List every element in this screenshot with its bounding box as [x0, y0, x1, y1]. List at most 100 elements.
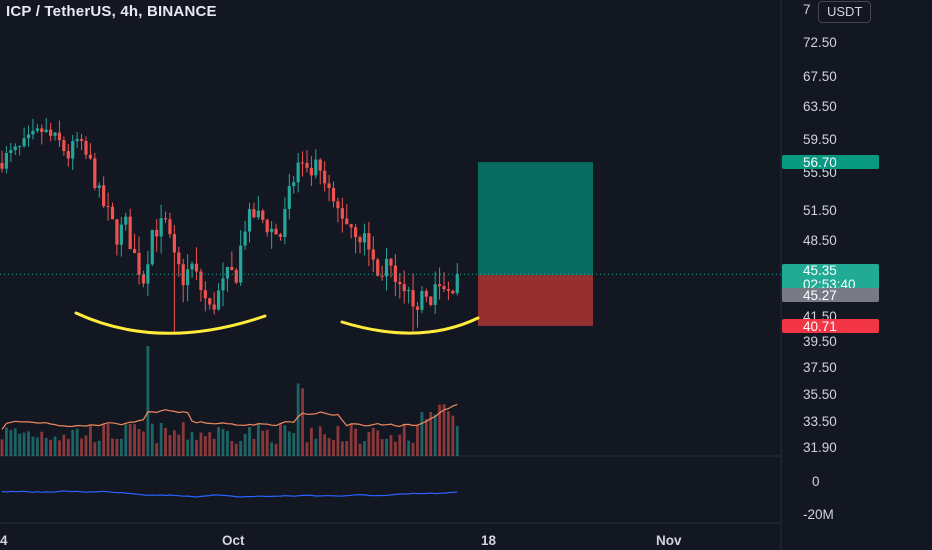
- candle-body: [234, 269, 238, 283]
- candle-body: [22, 138, 26, 147]
- candle-body: [71, 141, 75, 159]
- price-axis-label: 72.50: [803, 35, 837, 50]
- volume-bar: [221, 429, 225, 456]
- volume-bar: [265, 429, 269, 456]
- candle-body: [62, 140, 66, 152]
- candle-body: [190, 263, 194, 270]
- volume-bar: [358, 443, 362, 456]
- volume-bar: [84, 435, 88, 456]
- volume-bar: [239, 441, 243, 456]
- volume-bar: [190, 431, 194, 456]
- price-axis-label: 67.50: [803, 69, 837, 84]
- volume-bar: [186, 439, 190, 456]
- candle-body: [93, 158, 97, 188]
- profit-zone: [478, 162, 593, 276]
- price-axis-label: 63.50: [803, 99, 837, 114]
- volume-bar: [9, 430, 13, 456]
- volume-bar: [40, 431, 44, 456]
- candle-body: [119, 224, 123, 245]
- candle-body: [79, 139, 84, 141]
- volume-bar: [58, 440, 61, 456]
- volume-bar: [71, 430, 75, 456]
- volume-bar: [367, 431, 371, 456]
- candle-body: [252, 209, 256, 218]
- candle-body: [376, 259, 380, 276]
- volume-bar: [389, 435, 393, 456]
- volume-bar: [159, 423, 163, 456]
- price-axis-label-partial: 7: [803, 2, 811, 17]
- volume-bar: [424, 419, 428, 456]
- volume-bar: [327, 438, 331, 456]
- volume-bar: [336, 425, 340, 456]
- currency-button[interactable]: USDT: [818, 1, 872, 23]
- volume-bar: [97, 440, 101, 456]
- candle-body: [305, 162, 309, 168]
- candle-body: [442, 286, 446, 290]
- volume-bar: [44, 437, 48, 456]
- volume-bar: [411, 442, 415, 456]
- candle-body: [402, 284, 406, 291]
- volume-bar: [416, 424, 419, 456]
- candle-body: [230, 267, 234, 270]
- candle-body: [133, 249, 137, 254]
- volume-bar: [181, 422, 185, 456]
- candle-body: [318, 159, 322, 171]
- volume-bar: [150, 423, 154, 456]
- volume-bar: [62, 434, 66, 456]
- volume-bar: [199, 432, 203, 456]
- last-price-tag-text: 45.35: [803, 263, 837, 278]
- candle-body: [309, 167, 313, 176]
- volume-bar: [283, 425, 287, 456]
- volume-bar: [261, 430, 265, 456]
- time-axis-label: 4: [0, 533, 8, 548]
- candle-body: [300, 162, 305, 164]
- loss-zone: [478, 275, 593, 326]
- volume-bar: [177, 434, 181, 456]
- candle-body: [110, 206, 115, 220]
- indicator-axis-label: 0: [812, 474, 820, 489]
- indicator-panel: [1, 490, 458, 498]
- candle-body: [186, 269, 190, 286]
- price-axis-label: 33.50: [803, 414, 837, 429]
- volume-bar: [31, 436, 35, 456]
- candle-body: [31, 130, 35, 135]
- candle-body: [429, 296, 433, 305]
- volume-bar: [111, 438, 114, 456]
- candle-body: [137, 253, 141, 275]
- candle-body: [208, 298, 212, 305]
- volume-bar: [420, 411, 424, 456]
- candle-body: [163, 218, 168, 220]
- volume-bar: [385, 438, 388, 456]
- candle-body: [451, 290, 455, 294]
- candle-body: [212, 304, 216, 310]
- volume-bar: [80, 438, 83, 456]
- volume-bar: [354, 428, 357, 456]
- candle-body: [44, 129, 48, 133]
- candle-body: [331, 187, 336, 202]
- price-axis-label: 39.50: [803, 334, 837, 349]
- volume-bar: [243, 433, 247, 456]
- volume-bar: [270, 442, 274, 456]
- volume-bar: [340, 441, 344, 456]
- candle-body: [216, 290, 221, 310]
- volume-bar: [146, 346, 150, 456]
- volume-bar: [248, 426, 251, 456]
- volume-bar: [332, 439, 335, 456]
- price-axis-label: 48.50: [803, 233, 837, 248]
- candle-body: [75, 139, 79, 142]
- target-price-tag-bg: [782, 155, 879, 169]
- candle-body: [354, 227, 358, 238]
- candle-body: [278, 234, 283, 237]
- obv-polyline: [1, 490, 458, 498]
- indicator-axis-label: -20M: [803, 507, 834, 522]
- volume-bar: [168, 435, 172, 456]
- candle-body: [141, 274, 146, 284]
- volume-bar: [75, 428, 79, 456]
- candle-body: [283, 208, 287, 237]
- candle-body: [168, 219, 172, 235]
- volume-bar: [407, 440, 411, 456]
- candle-body: [336, 201, 340, 209]
